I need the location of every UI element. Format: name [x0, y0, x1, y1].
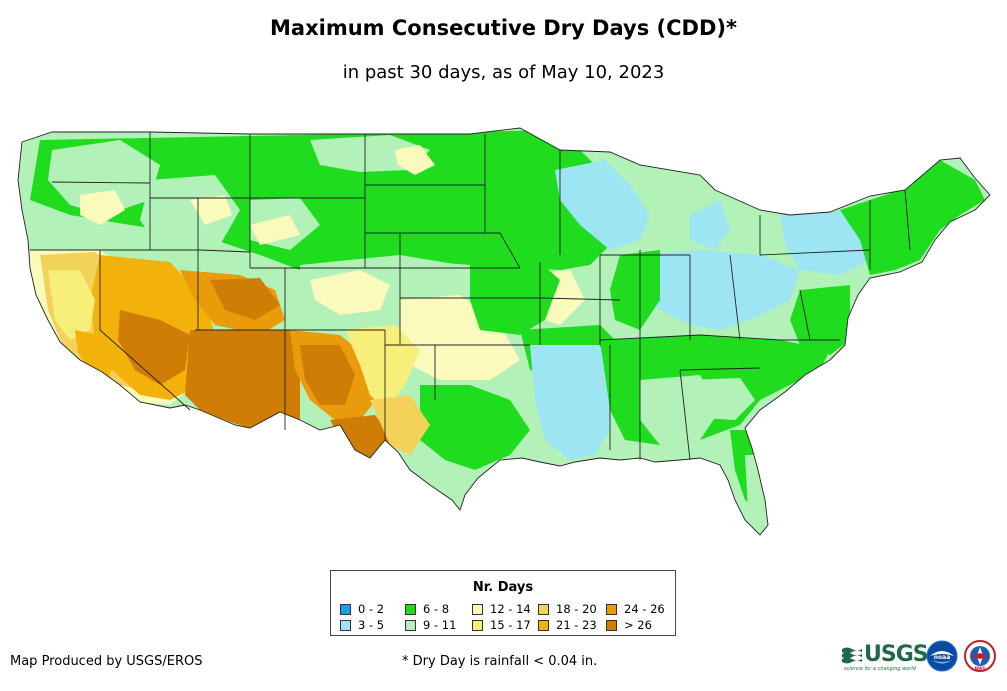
legend-item: 3 - 5 — [340, 618, 384, 632]
legend-label: 24 - 26 — [624, 602, 665, 616]
nws-logo-icon: NWS — [964, 640, 996, 672]
legend-swatch — [472, 603, 483, 615]
legend-swatch — [340, 619, 351, 631]
legend-item: 0 - 2 — [340, 602, 384, 616]
legend-item: 21 - 23 — [538, 618, 597, 632]
legend-label: 0 - 2 — [358, 602, 385, 616]
usgs-wave-icon — [842, 647, 862, 663]
legend-label: 6 - 8 — [423, 602, 450, 616]
map-title: Maximum Consecutive Dry Days (CDD)* — [270, 16, 737, 40]
legend-item: 24 - 26 — [606, 602, 665, 616]
map-credit: Map Produced by USGS/EROS — [10, 654, 203, 669]
legend-label: 9 - 11 — [423, 618, 457, 632]
legend-swatch — [538, 603, 549, 615]
legend-swatch — [472, 619, 483, 631]
legend-label: 21 - 23 — [556, 618, 597, 632]
dry-days-fill — [18, 128, 990, 535]
legend-swatch — [606, 603, 617, 615]
legend-label: 12 - 14 — [490, 602, 531, 616]
legend-swatch — [405, 603, 416, 615]
map-subtitle: in past 30 days, as of May 10, 2023 — [342, 62, 665, 83]
legend-label: > 26 — [624, 618, 652, 632]
legend-item: 12 - 14 — [472, 602, 531, 616]
usgs-tagline: science for a changing world — [844, 666, 916, 672]
legend-item: 18 - 20 — [538, 602, 597, 616]
dry-day-footnote: * Dry Day is rainfall < 0.04 in. — [402, 654, 598, 669]
legend-swatch — [340, 603, 351, 615]
legend-item: 15 - 17 — [472, 618, 531, 632]
usgs-logo-text: USGS — [864, 642, 929, 667]
noaa-logo-text: noaa — [934, 654, 951, 661]
legend-item: > 26 — [606, 618, 652, 632]
legend-item: 9 - 11 — [405, 618, 456, 632]
noaa-logo-icon: noaa — [926, 640, 958, 672]
legend-title: Nr. Days — [472, 580, 534, 595]
legend-label: 18 - 20 — [556, 602, 597, 616]
legend-swatch — [606, 619, 617, 631]
us-dry-days-map — [17, 127, 991, 536]
legend-item: 6 - 8 — [405, 602, 449, 616]
usgs-logo: USGS science for a changing world — [842, 642, 929, 672]
legend: Nr. Days 0 - 2 3 - 5 6 - 8 9 - 11 12 - 1… — [330, 570, 676, 636]
nws-logo-text: NWS — [975, 666, 986, 671]
legend-label: 15 - 17 — [490, 618, 531, 632]
state-boundaries — [17, 127, 991, 536]
legend-swatch — [405, 619, 416, 631]
legend-label: 3 - 5 — [358, 618, 385, 632]
legend-swatch — [538, 619, 549, 631]
